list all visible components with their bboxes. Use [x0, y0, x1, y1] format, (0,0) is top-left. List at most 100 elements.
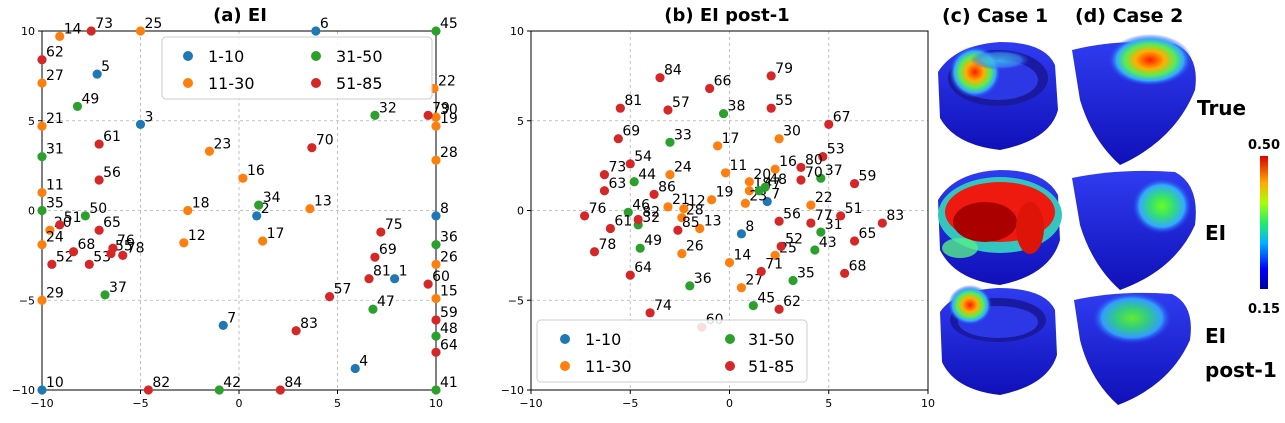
panel-a-point-label: 49 — [81, 91, 99, 107]
panel-a-point — [55, 220, 65, 230]
panel-a-point-label: 69 — [379, 242, 397, 258]
panel-b-point — [744, 186, 754, 196]
panel-a-point — [431, 240, 441, 250]
panel-b-point-label: 38 — [728, 99, 746, 115]
panel-a-point-label: 23 — [213, 136, 231, 152]
panel-a-point — [368, 304, 378, 314]
panel-a-point-label: 73 — [95, 16, 113, 32]
panel-a-point — [423, 110, 433, 120]
panel-b-point — [665, 137, 675, 147]
panel-b-point-label: 13 — [704, 213, 722, 229]
panel-a-point-label: 12 — [188, 228, 206, 244]
legend-marker — [311, 51, 321, 61]
panel-a-point-label: 26 — [440, 249, 458, 265]
panel-a-point-label: 64 — [440, 337, 458, 353]
panel-b-point-label: 45 — [757, 291, 775, 307]
panel-b-point — [849, 178, 860, 189]
panel-b-point — [623, 207, 633, 217]
panel-b-y-tick-label: −5 — [508, 294, 524, 307]
panel-b-point — [605, 223, 616, 234]
panel-b-legend: 1-10 11-30 31-50 51-85 — [536, 319, 808, 383]
panel-a-point-label: 84 — [284, 375, 302, 391]
panel-b-point — [849, 236, 860, 246]
panel-b-point-label: 83 — [886, 208, 904, 224]
panel-b-point — [655, 73, 665, 83]
panel-a-point — [94, 139, 104, 149]
panel-b-point-label: 31 — [825, 217, 843, 233]
panel-a-point — [218, 320, 228, 330]
panel-a-point — [275, 385, 285, 395]
legend-label: 31-50 — [336, 47, 383, 66]
panel-b-point — [788, 275, 798, 286]
panel-a-x-tick-label: −5 — [132, 397, 148, 410]
panel-b-point-label: 19 — [716, 185, 734, 201]
panel-b-point — [736, 229, 747, 239]
panel-a-point-label: 29 — [46, 285, 64, 301]
panel-b-point — [806, 218, 816, 228]
panel-a-point-label: 68 — [78, 237, 96, 253]
panel-a-point-label: 60 — [432, 269, 450, 285]
panel-a-point-label: 59 — [440, 305, 458, 321]
legend-box — [536, 319, 808, 383]
panel-a-point — [325, 292, 335, 302]
panel-b-point-label: 26 — [686, 239, 704, 255]
legend-label: 51-85 — [336, 74, 383, 93]
panel-a-point — [252, 211, 262, 221]
panel-b-point-label: 70 — [805, 165, 823, 181]
panel-b-point — [677, 248, 687, 259]
panel-b-point — [766, 103, 776, 113]
panel-a-point — [80, 211, 90, 221]
panel-a-point — [370, 252, 380, 262]
panel-a-point-label: 1 — [399, 264, 408, 280]
panel-a-point-label: 25 — [145, 16, 163, 32]
panel-b-point-label: 77 — [815, 208, 833, 224]
panel-b-point — [707, 195, 717, 205]
panel-a-point — [305, 204, 315, 214]
panel-a-point — [45, 225, 55, 235]
panel-a-y-tick-label: 10 — [21, 25, 35, 38]
panel-b-point — [762, 196, 772, 207]
panel-b-point — [736, 283, 747, 293]
panel-b-point-label: 78 — [599, 237, 617, 253]
panel-a-point — [47, 259, 57, 269]
panel-b-point-label: 8 — [745, 219, 754, 235]
panel-a-x-tick-label: 0 — [236, 397, 243, 410]
panel-a-point-label: 6 — [320, 16, 329, 32]
panel-b-x-tick-label: −10 — [519, 397, 542, 410]
panel-a-legend: 1-10 11-30 31-50 51-85 — [161, 36, 433, 100]
panel-b-point-label: 49 — [644, 233, 662, 249]
legend-label: 1-10 — [585, 330, 621, 349]
panel-a-point — [179, 238, 189, 248]
panel-a-point-label: 24 — [46, 230, 64, 246]
panel-b-point — [635, 243, 645, 253]
panel-a-point — [94, 175, 104, 185]
panel-a-point-label: 45 — [440, 16, 458, 32]
panel-b-point-label: 85 — [682, 215, 700, 231]
panel-a-point-label: 34 — [263, 190, 281, 206]
panel-a-point — [37, 187, 47, 198]
panel-b-point-label: 46 — [632, 197, 650, 213]
panel-b-point-label: 51 — [845, 201, 863, 217]
panel-b-point — [599, 186, 610, 196]
legend-marker — [560, 334, 570, 344]
panel-a-point — [55, 31, 65, 41]
panel-b-point-label: 57 — [672, 95, 690, 111]
panel-a-point-label: 19 — [440, 111, 458, 127]
panel-a-point-label: 22 — [438, 73, 456, 89]
panel-a-point — [204, 146, 215, 156]
panel-b-point-label: 20 — [753, 167, 771, 183]
panel-a-point-label: 27 — [46, 68, 64, 84]
panel-a-point-label: 18 — [192, 196, 210, 212]
row-label-ei-post-first: EI — [1205, 324, 1226, 348]
panel-b-point-label: 14 — [734, 248, 752, 264]
panel-a-point-label: 50 — [89, 201, 107, 217]
panel-a-point — [37, 205, 47, 216]
panel-b-point — [824, 119, 834, 129]
panel-a-point-label: 35 — [46, 196, 64, 212]
panel-b-point-label: 56 — [783, 206, 801, 222]
panel-b-point-label: 7 — [771, 187, 780, 203]
panel-b-point-label: 62 — [783, 294, 801, 310]
panel-a-point — [183, 205, 193, 216]
panel-a-point — [37, 121, 47, 131]
legend-box — [161, 36, 433, 100]
